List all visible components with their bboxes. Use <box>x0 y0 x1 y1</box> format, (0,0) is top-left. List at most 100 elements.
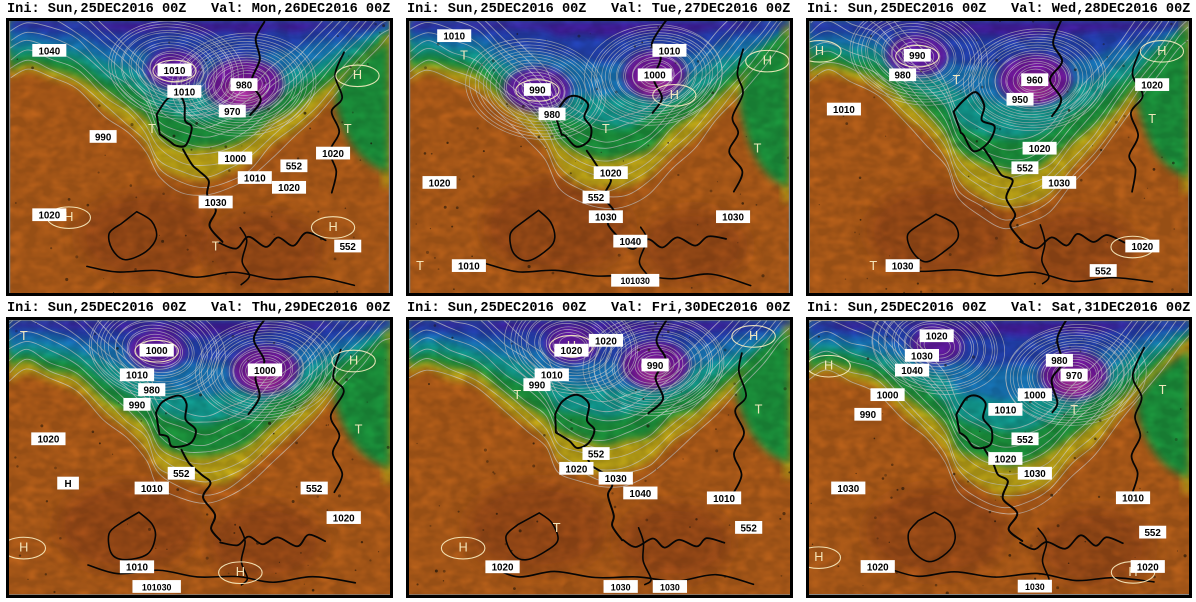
svg-text:T: T <box>602 121 610 136</box>
svg-text:1010: 1010 <box>164 66 186 77</box>
svg-text:H: H <box>65 479 72 490</box>
svg-text:552: 552 <box>306 484 323 495</box>
svg-text:1010: 1010 <box>443 32 465 43</box>
svg-text:1030: 1030 <box>205 198 227 209</box>
svg-text:H: H <box>670 87 679 102</box>
svg-text:1020: 1020 <box>38 211 60 222</box>
svg-text:H: H <box>815 43 824 58</box>
svg-text:1010: 1010 <box>126 371 148 382</box>
svg-text:1030: 1030 <box>1025 582 1045 592</box>
svg-text:T: T <box>460 48 468 63</box>
svg-text:990: 990 <box>529 381 546 392</box>
svg-text:1020: 1020 <box>561 346 583 357</box>
svg-text:980: 980 <box>144 386 161 397</box>
svg-text:552: 552 <box>588 450 605 461</box>
svg-text:H: H <box>763 53 772 68</box>
svg-text:1000: 1000 <box>254 366 276 377</box>
svg-text:552: 552 <box>173 469 190 480</box>
svg-text:1020: 1020 <box>600 169 622 180</box>
svg-text:552: 552 <box>1144 528 1161 539</box>
svg-text:552: 552 <box>286 162 303 173</box>
svg-text:1030: 1030 <box>595 213 617 224</box>
svg-text:1000: 1000 <box>644 71 666 82</box>
svg-text:H: H <box>1157 43 1166 58</box>
svg-text:990: 990 <box>529 85 546 96</box>
svg-text:1010: 1010 <box>833 105 855 116</box>
svg-text:1030: 1030 <box>611 582 631 592</box>
svg-text:552: 552 <box>1017 435 1034 446</box>
svg-text:T: T <box>344 121 352 136</box>
svg-text:1000: 1000 <box>1024 391 1046 402</box>
svg-text:1010: 1010 <box>458 262 480 273</box>
svg-text:1040: 1040 <box>38 46 60 57</box>
svg-text:H: H <box>349 352 358 367</box>
svg-text:H: H <box>749 328 758 343</box>
svg-text:1020: 1020 <box>565 464 587 475</box>
svg-text:1030: 1030 <box>660 582 680 592</box>
svg-text:T: T <box>1159 382 1167 397</box>
svg-text:1010: 1010 <box>659 46 681 57</box>
svg-text:1000: 1000 <box>146 346 168 357</box>
svg-text:980: 980 <box>894 71 911 82</box>
svg-text:980: 980 <box>236 81 253 92</box>
svg-text:T: T <box>416 258 424 273</box>
svg-text:T: T <box>754 141 762 156</box>
svg-text:101030: 101030 <box>621 276 650 286</box>
svg-text:990: 990 <box>860 410 877 421</box>
svg-text:950: 950 <box>1012 95 1029 106</box>
svg-text:1000: 1000 <box>224 154 246 165</box>
svg-text:1010: 1010 <box>1122 494 1144 505</box>
svg-text:T: T <box>755 402 763 417</box>
svg-text:T: T <box>953 72 961 87</box>
svg-text:T: T <box>869 258 877 273</box>
svg-text:T: T <box>1148 111 1156 126</box>
svg-text:552: 552 <box>340 242 357 253</box>
svg-text:1020: 1020 <box>867 562 889 573</box>
svg-text:552: 552 <box>1017 164 1034 175</box>
svg-text:960: 960 <box>1027 76 1044 87</box>
svg-text:1020: 1020 <box>429 178 451 189</box>
svg-text:1030: 1030 <box>722 213 744 224</box>
svg-text:1020: 1020 <box>595 336 617 347</box>
svg-text:H: H <box>459 540 468 555</box>
svg-text:1020: 1020 <box>278 183 300 194</box>
svg-text:1040: 1040 <box>901 366 923 377</box>
svg-text:1020: 1020 <box>322 149 344 160</box>
svg-text:552: 552 <box>588 193 605 204</box>
svg-text:552: 552 <box>740 523 757 534</box>
svg-text:101030: 101030 <box>142 582 172 592</box>
svg-text:1010: 1010 <box>994 405 1016 416</box>
svg-text:T: T <box>513 387 521 402</box>
svg-text:1020: 1020 <box>333 513 355 524</box>
svg-text:H: H <box>236 564 245 579</box>
svg-text:990: 990 <box>129 400 146 411</box>
svg-text:T: T <box>553 520 561 535</box>
svg-text:970: 970 <box>1066 371 1083 382</box>
svg-text:1020: 1020 <box>994 454 1016 465</box>
svg-text:T: T <box>355 421 363 436</box>
svg-text:552: 552 <box>1095 266 1112 277</box>
svg-text:1010: 1010 <box>141 484 163 495</box>
svg-text:990: 990 <box>647 361 664 372</box>
svg-text:980: 980 <box>544 110 561 121</box>
svg-text:H: H <box>328 219 337 234</box>
svg-text:1020: 1020 <box>37 435 59 446</box>
svg-text:1020: 1020 <box>926 332 948 343</box>
svg-text:H: H <box>824 358 833 373</box>
svg-text:1020: 1020 <box>492 563 514 574</box>
svg-text:990: 990 <box>909 51 926 62</box>
svg-text:1030: 1030 <box>892 262 914 273</box>
svg-text:1010: 1010 <box>713 494 735 505</box>
svg-text:1030: 1030 <box>605 474 627 485</box>
svg-text:1030: 1030 <box>1048 178 1070 189</box>
svg-text:T: T <box>148 121 156 136</box>
svg-text:1030: 1030 <box>1024 469 1046 480</box>
svg-text:980: 980 <box>1051 356 1068 367</box>
svg-text:990: 990 <box>95 132 112 143</box>
svg-text:1020: 1020 <box>1029 144 1051 155</box>
svg-text:1020: 1020 <box>1137 562 1159 573</box>
svg-text:1010: 1010 <box>244 173 266 184</box>
svg-text:1000: 1000 <box>877 391 899 402</box>
svg-text:H: H <box>19 540 28 555</box>
svg-text:1030: 1030 <box>837 484 859 495</box>
